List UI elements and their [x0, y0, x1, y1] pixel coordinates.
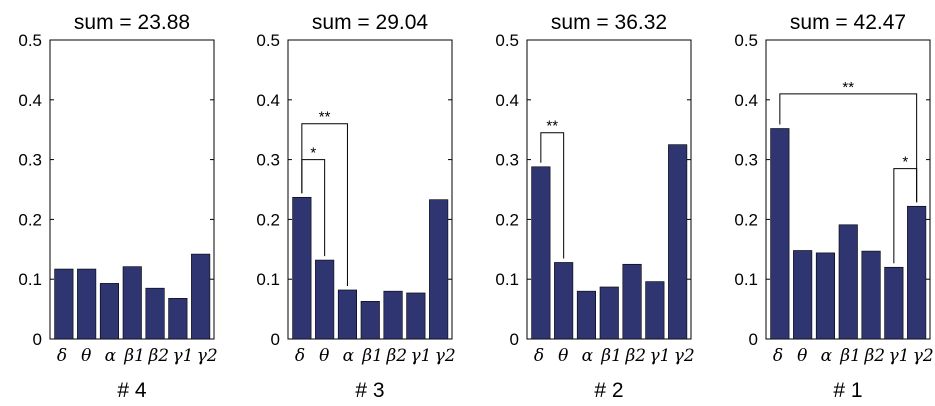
bar — [99, 283, 119, 340]
bar — [168, 298, 188, 340]
bar — [554, 262, 574, 340]
category-label: α — [821, 346, 833, 366]
y-tick-label: 0.3 — [256, 151, 280, 170]
chart-title: sum = 42.47 — [790, 11, 906, 34]
bar — [315, 259, 335, 340]
category-label: θ — [319, 346, 329, 366]
significance-label: * — [902, 154, 908, 171]
category-label: α — [105, 346, 117, 366]
category-label: β1 — [839, 346, 861, 366]
category-label: β2 — [863, 346, 885, 366]
bar — [838, 224, 858, 340]
category-label: γ1 — [411, 346, 432, 366]
category-label: γ2 — [197, 346, 218, 366]
bar — [383, 290, 403, 340]
significance-label: ** — [842, 79, 854, 96]
category-label: β2 — [385, 346, 407, 366]
significance-bracket — [301, 123, 348, 286]
panel-label: # 3 — [355, 379, 384, 402]
category-label: θ — [797, 346, 807, 366]
panel-label: # 4 — [117, 379, 147, 402]
category-label: β1 — [361, 346, 383, 366]
chart-title: sum = 29.04 — [312, 11, 428, 34]
bar — [793, 250, 813, 340]
y-tick-label: 0.1 — [495, 270, 519, 289]
chart-title: sum = 23.88 — [74, 11, 190, 34]
category-label: α — [343, 346, 355, 366]
category-label: γ2 — [435, 346, 456, 366]
category-label: β2 — [624, 346, 646, 366]
bar — [599, 286, 619, 340]
bar — [770, 128, 790, 340]
category-label: δ — [773, 346, 783, 366]
bar — [406, 292, 426, 340]
category-label: β1 — [600, 346, 622, 366]
y-tick-label: 0 — [271, 330, 280, 349]
bar — [907, 205, 927, 340]
category-label: β2 — [147, 346, 169, 366]
bar — [861, 250, 881, 340]
y-tick-label: 0.3 — [495, 151, 519, 170]
category-label: β1 — [123, 346, 145, 366]
panel-label: # 1 — [833, 379, 862, 402]
y-tick-label: 0.2 — [18, 210, 42, 229]
y-tick-label: 0.1 — [18, 270, 42, 289]
bar — [645, 281, 665, 340]
y-tick-label: 0.1 — [256, 270, 280, 289]
bar — [77, 268, 97, 340]
panel-label: # 2 — [594, 379, 623, 402]
chart-title: sum = 36.32 — [551, 11, 667, 34]
category-label: θ — [558, 346, 568, 366]
y-tick-label: 0.2 — [256, 210, 280, 229]
y-tick-label: 0 — [33, 330, 42, 349]
bar — [622, 263, 642, 340]
significance-label: ** — [319, 109, 331, 126]
bar — [337, 289, 358, 340]
bar — [884, 266, 904, 340]
y-tick-label: 0.1 — [734, 270, 758, 289]
category-label: δ — [534, 346, 544, 366]
bar — [668, 144, 688, 340]
bar — [145, 287, 165, 340]
y-tick-label: 0.2 — [734, 210, 758, 229]
category-label: γ2 — [913, 346, 934, 366]
bar — [815, 252, 836, 340]
significance-label: ** — [546, 118, 558, 135]
category-label: α — [582, 346, 594, 366]
y-tick-label: 0.4 — [18, 91, 42, 110]
y-tick-label: 0 — [749, 330, 758, 349]
significance-bracket — [540, 132, 565, 259]
category-label: γ2 — [674, 346, 695, 366]
y-tick-label: 0.3 — [734, 151, 758, 170]
bar — [122, 266, 142, 340]
category-label: δ — [295, 346, 305, 366]
y-tick-label: 0 — [510, 330, 519, 349]
category-label: γ1 — [889, 346, 910, 366]
significance-bracket — [893, 168, 918, 264]
axes-frame — [287, 39, 453, 340]
y-tick-label: 0.5 — [734, 31, 758, 50]
bar — [292, 196, 312, 340]
category-label: γ1 — [650, 346, 671, 366]
significance-bracket — [779, 93, 918, 203]
bar — [360, 301, 380, 340]
bar — [531, 166, 551, 340]
y-tick-label: 0.3 — [18, 151, 42, 170]
significance-label: * — [310, 145, 316, 162]
bar — [576, 290, 597, 340]
y-tick-label: 0.4 — [734, 91, 758, 110]
bar — [429, 199, 449, 340]
y-tick-label: 0.4 — [256, 91, 280, 110]
category-label: δ — [57, 346, 67, 366]
bar — [54, 268, 74, 340]
category-label: γ1 — [173, 346, 194, 366]
category-label: θ — [81, 346, 91, 366]
y-tick-label: 0.5 — [256, 31, 280, 50]
y-tick-label: 0.2 — [495, 210, 519, 229]
y-tick-label: 0.4 — [495, 91, 519, 110]
y-tick-label: 0.5 — [495, 31, 519, 50]
bar — [191, 253, 211, 340]
y-tick-label: 0.5 — [18, 31, 42, 50]
